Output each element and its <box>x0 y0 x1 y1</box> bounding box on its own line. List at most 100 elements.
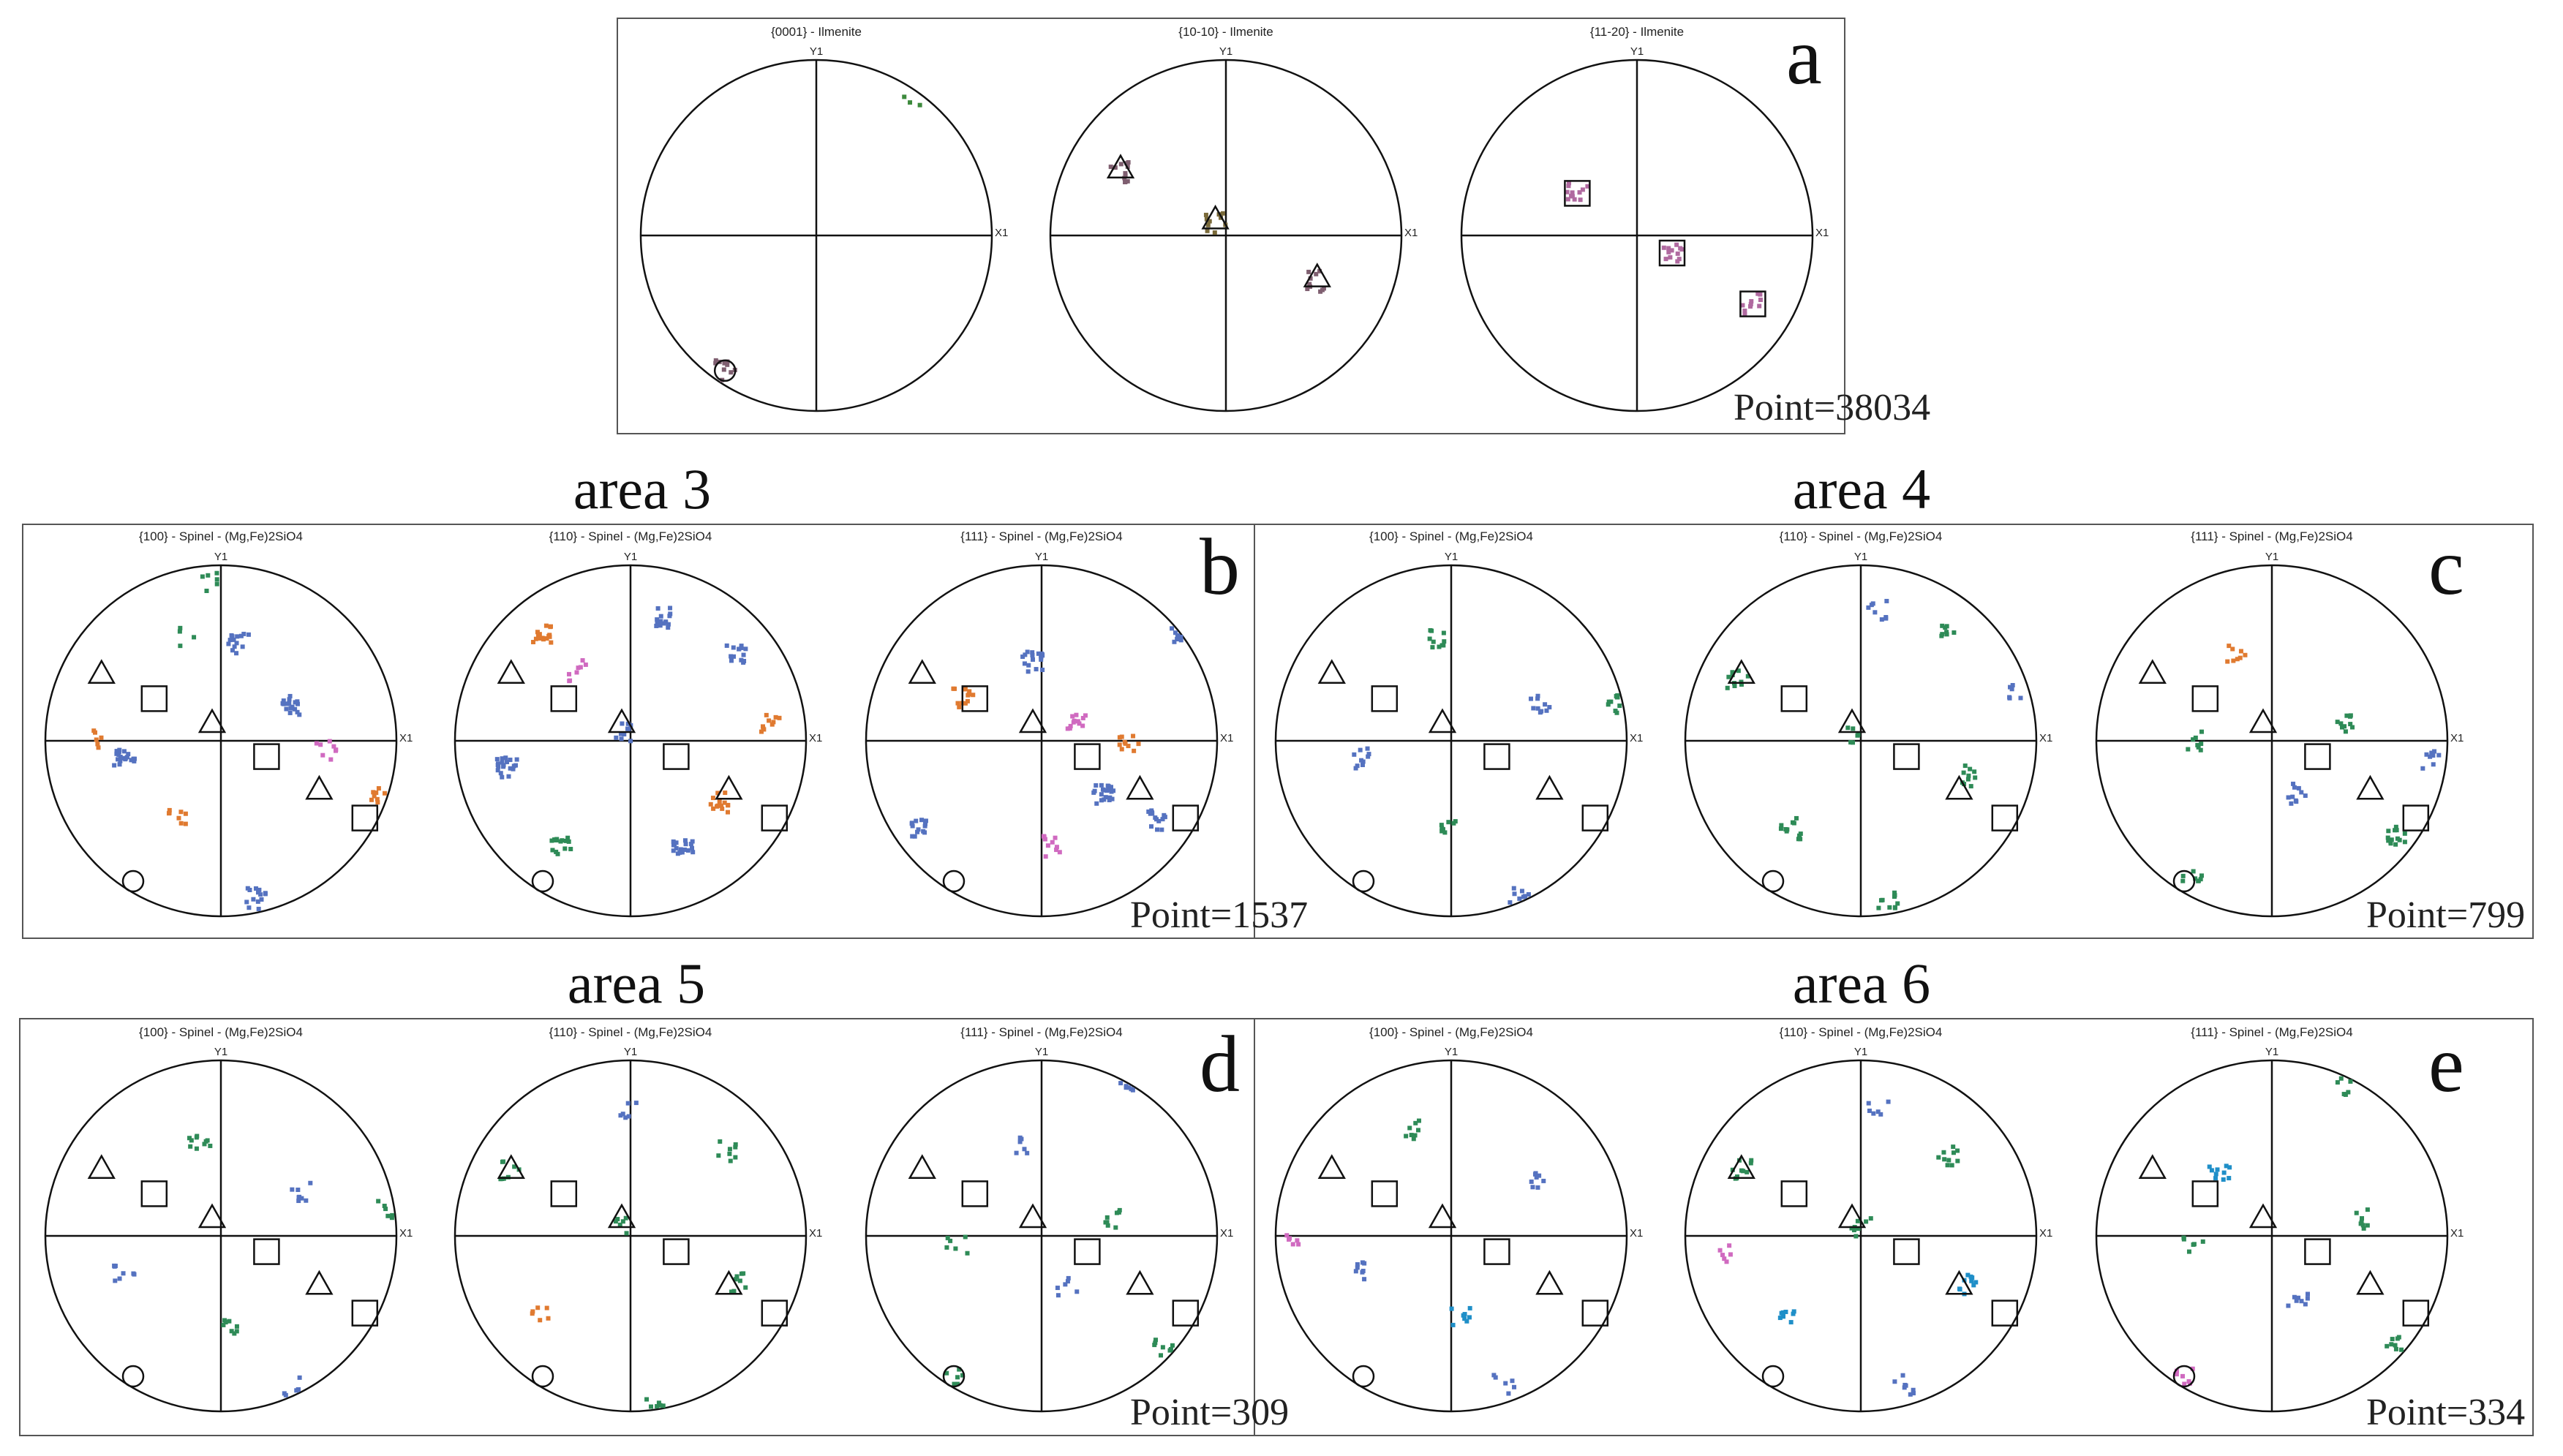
square-marker <box>550 1180 578 1207</box>
pole-point <box>1080 715 1085 720</box>
pole-point <box>2296 785 2301 791</box>
pole-point <box>1606 702 1611 707</box>
pole-point <box>1113 165 1118 170</box>
pole-point <box>383 1207 388 1212</box>
pole-point <box>1155 827 1160 832</box>
x-axis-label: X1 <box>809 732 823 744</box>
pole-point <box>1355 763 1360 769</box>
pole-point <box>1104 788 1110 793</box>
area-title-c: area 4 <box>1792 457 1931 521</box>
pole-point <box>1416 1118 1421 1123</box>
pole-point <box>1886 1099 1891 1104</box>
x-axis-label: X1 <box>399 732 413 744</box>
pole-point <box>295 709 300 714</box>
pole-point <box>1030 650 1035 655</box>
pole-point <box>1580 187 1585 192</box>
triangle-marker <box>305 774 334 800</box>
pole-point <box>1094 783 1099 788</box>
pole-point <box>1104 1215 1110 1220</box>
pole-point <box>1585 184 1590 189</box>
pole-point <box>245 886 250 891</box>
square-marker <box>1658 239 1686 267</box>
pole-point <box>500 760 505 765</box>
pole-point <box>1430 645 1435 650</box>
pole-point <box>538 1318 543 1323</box>
pole-point <box>1717 1248 1723 1253</box>
triangle-marker <box>1126 1270 1154 1295</box>
pole-point <box>1784 829 1789 834</box>
pole-point <box>1878 1112 1883 1117</box>
pole-point <box>624 1231 629 1236</box>
point-count-d: Point=309 <box>1130 1392 1290 1433</box>
pole-point <box>729 370 734 375</box>
pole-point <box>1441 630 1446 635</box>
pole-point <box>495 768 500 773</box>
pole-point <box>2420 766 2425 771</box>
pole-point <box>1535 1185 1540 1190</box>
pole-point <box>678 847 683 852</box>
pole-point <box>2360 1223 2366 1228</box>
pole-point <box>1131 733 1136 739</box>
triangle-marker <box>1428 708 1457 733</box>
pole-point <box>1879 617 1884 622</box>
pole-point <box>2348 722 2353 727</box>
pole-point <box>1851 726 1856 731</box>
pole-point <box>2191 737 2196 742</box>
pole-point <box>2180 878 2186 883</box>
pole-point <box>1126 1085 1132 1090</box>
pole-point <box>1851 1228 1856 1233</box>
pole-point <box>331 744 336 749</box>
pole-point <box>620 721 625 726</box>
pole-point <box>1866 605 1871 610</box>
pole-point <box>552 837 557 842</box>
square-marker <box>1991 1300 2019 1327</box>
square-marker <box>253 1238 280 1265</box>
triangle-marker <box>2356 1270 2385 1295</box>
pole-point <box>2394 828 2399 833</box>
triangle-marker <box>2138 659 2167 684</box>
pole-point <box>1730 670 1735 675</box>
pole-point <box>654 623 659 628</box>
pole-point <box>1017 1135 1023 1140</box>
triangle-marker <box>87 1154 116 1180</box>
pole-point <box>2238 649 2243 654</box>
pole-point <box>2181 1237 2186 1242</box>
pole-point <box>1462 1312 1467 1317</box>
y-axis-label: Y1 <box>214 1046 228 1058</box>
pole-point <box>1892 905 1897 910</box>
panel-c <box>1254 524 2534 939</box>
pole-point <box>1068 723 1073 728</box>
pole-point <box>2198 747 2203 752</box>
pole-figure-title: {11-20} - Ilmenite <box>1589 25 1685 39</box>
pole-point <box>178 625 183 630</box>
pole-point <box>583 662 588 667</box>
pole-point <box>2292 785 2297 790</box>
pole-point <box>655 1404 660 1409</box>
pole-point <box>1867 1108 1872 1113</box>
pole-point <box>1317 268 1322 274</box>
pole-point <box>1522 894 1527 899</box>
pole-point <box>1031 657 1036 662</box>
pole-point <box>578 665 583 670</box>
pole-point <box>1965 1272 1971 1278</box>
area-title-d: area 5 <box>567 951 706 1015</box>
pole-point <box>259 897 264 902</box>
pole-point <box>2286 795 2291 800</box>
pole-point <box>1203 212 1208 217</box>
pole-point <box>708 801 713 807</box>
pole-point <box>549 640 554 645</box>
pole-point <box>580 658 585 663</box>
pole-point <box>2291 781 2296 786</box>
pole-point <box>567 671 572 676</box>
pole-point <box>674 840 679 845</box>
pole-point <box>1663 257 1668 262</box>
pole-point <box>625 721 631 726</box>
pole-point <box>1040 667 1045 672</box>
square-marker <box>140 1180 168 1207</box>
pole-point <box>666 625 671 630</box>
pole-point <box>1043 854 1048 859</box>
triangle-marker <box>908 659 936 684</box>
pole-point <box>118 755 123 760</box>
pole-figure-plot <box>453 564 808 918</box>
pole-point <box>2225 659 2230 664</box>
